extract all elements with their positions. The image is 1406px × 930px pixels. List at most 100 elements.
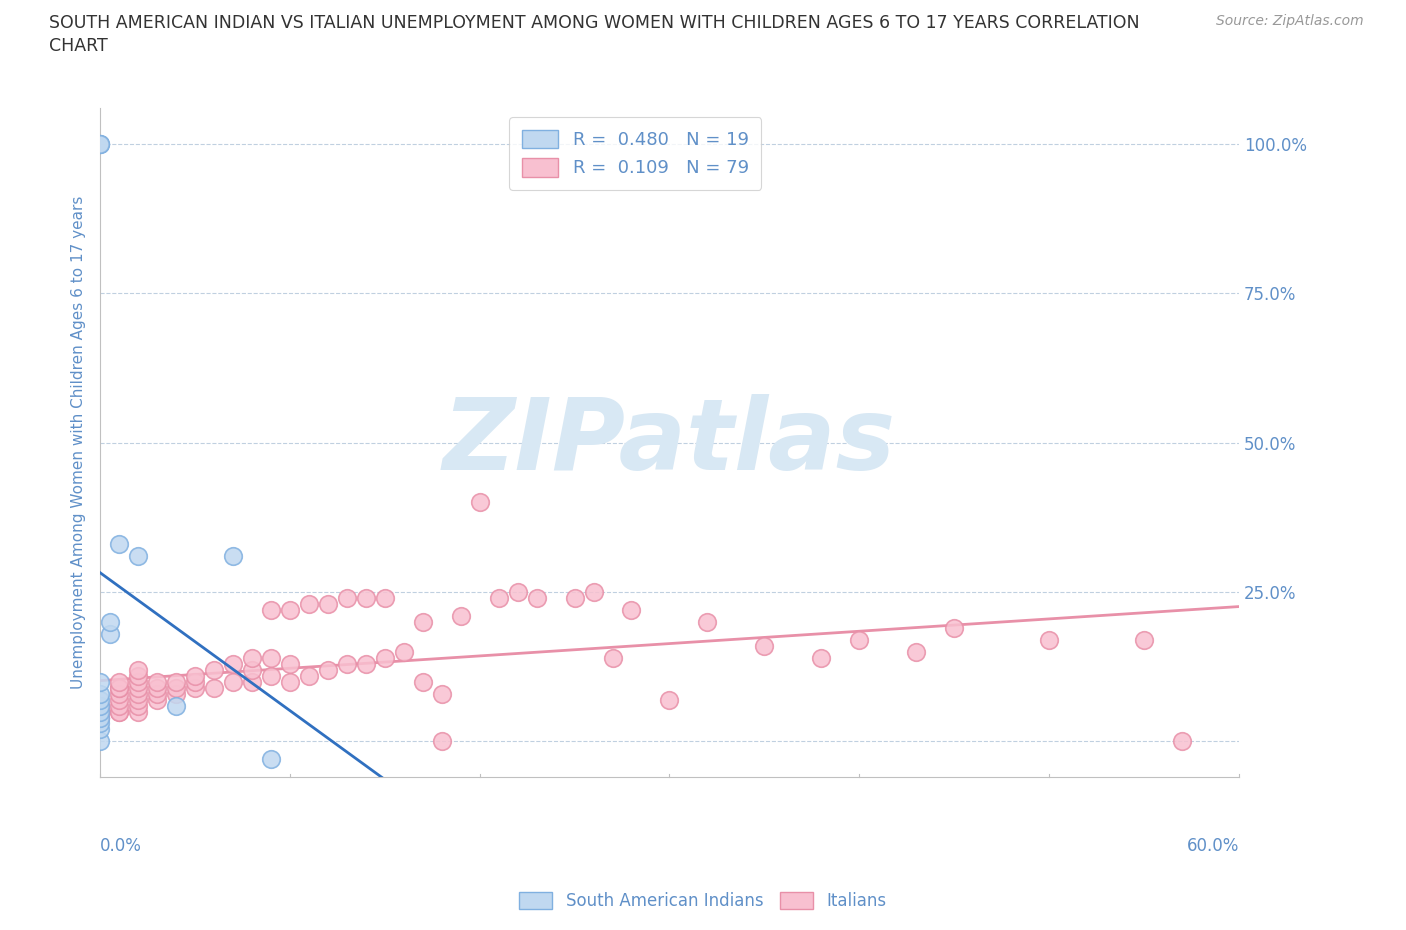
Point [943, 620, 966, 635]
Point [108, 698, 131, 713]
Point [1171, 734, 1194, 749]
Point [89, 686, 111, 701]
Text: ZIPatlas: ZIPatlas [443, 394, 896, 491]
Point [564, 591, 586, 605]
Point [89, 704, 111, 719]
Point [354, 657, 377, 671]
Point [222, 657, 245, 671]
Point [298, 596, 321, 611]
Point [354, 591, 377, 605]
Point [108, 704, 131, 719]
Point [127, 704, 149, 719]
Point [240, 674, 263, 689]
Point [127, 674, 149, 689]
Point [526, 591, 548, 605]
Point [89, 698, 111, 713]
Point [146, 686, 169, 701]
Text: Source: ZipAtlas.com: Source: ZipAtlas.com [1216, 14, 1364, 28]
Point [450, 608, 472, 623]
Point [658, 692, 681, 707]
Point [108, 680, 131, 695]
Point [184, 669, 207, 684]
Point [336, 657, 359, 671]
Text: SOUTH AMERICAN INDIAN VS ITALIAN UNEMPLOYMENT AMONG WOMEN WITH CHILDREN AGES 6 T: SOUTH AMERICAN INDIAN VS ITALIAN UNEMPLO… [49, 14, 1140, 32]
Point [260, 650, 283, 665]
Point [127, 686, 149, 701]
Point [127, 698, 149, 713]
Point [240, 650, 263, 665]
Point [316, 596, 339, 611]
Point [165, 698, 187, 713]
Point [98, 627, 121, 642]
Point [89, 698, 111, 713]
Point [222, 674, 245, 689]
Point [146, 692, 169, 707]
Point [89, 692, 111, 707]
Point [278, 674, 301, 689]
Point [165, 674, 187, 689]
Point [108, 537, 131, 551]
Y-axis label: Unemployment Among Women with Children Ages 6 to 17 years: Unemployment Among Women with Children A… [72, 196, 86, 689]
Point [336, 591, 359, 605]
Point [146, 674, 169, 689]
Point [108, 692, 131, 707]
Point [89, 711, 111, 725]
Point [1133, 632, 1156, 647]
Point [278, 603, 301, 618]
Point [98, 615, 121, 630]
Point [108, 680, 131, 695]
Point [184, 674, 207, 689]
Point [127, 680, 149, 695]
Point [412, 674, 434, 689]
Point [89, 704, 111, 719]
Point [89, 137, 111, 152]
Point [582, 585, 605, 600]
Point [240, 662, 263, 677]
Point [89, 734, 111, 749]
Point [184, 680, 207, 695]
Point [905, 644, 928, 659]
Point [222, 549, 245, 564]
Point [810, 650, 832, 665]
Point [127, 662, 149, 677]
Point [202, 680, 225, 695]
Text: 60.0%: 60.0% [1187, 837, 1239, 855]
Point [202, 662, 225, 677]
Point [260, 603, 283, 618]
Point [165, 686, 187, 701]
Point [89, 674, 111, 689]
Point [165, 680, 187, 695]
Point [89, 711, 111, 725]
Point [89, 704, 111, 719]
Point [620, 603, 643, 618]
Point [412, 615, 434, 630]
Legend: South American Indians, Italians: South American Indians, Italians [512, 885, 894, 917]
Point [298, 669, 321, 684]
Point [260, 751, 283, 766]
Point [506, 585, 529, 600]
Point [602, 650, 624, 665]
Point [278, 657, 301, 671]
Legend: R =  0.480   N = 19, R =  0.109   N = 79: R = 0.480 N = 19, R = 0.109 N = 79 [509, 117, 761, 190]
Point [127, 669, 149, 684]
Point [89, 711, 111, 725]
Point [392, 644, 415, 659]
Point [146, 680, 169, 695]
Point [1038, 632, 1060, 647]
Point [89, 137, 111, 152]
Point [430, 734, 453, 749]
Point [89, 698, 111, 713]
Point [468, 495, 491, 510]
Point [127, 549, 149, 564]
Point [848, 632, 870, 647]
Point [89, 137, 111, 152]
Point [108, 686, 131, 701]
Point [374, 591, 396, 605]
Point [430, 686, 453, 701]
Text: 0.0%: 0.0% [100, 837, 142, 855]
Point [374, 650, 396, 665]
Point [108, 674, 131, 689]
Point [488, 591, 510, 605]
Point [260, 669, 283, 684]
Point [89, 716, 111, 731]
